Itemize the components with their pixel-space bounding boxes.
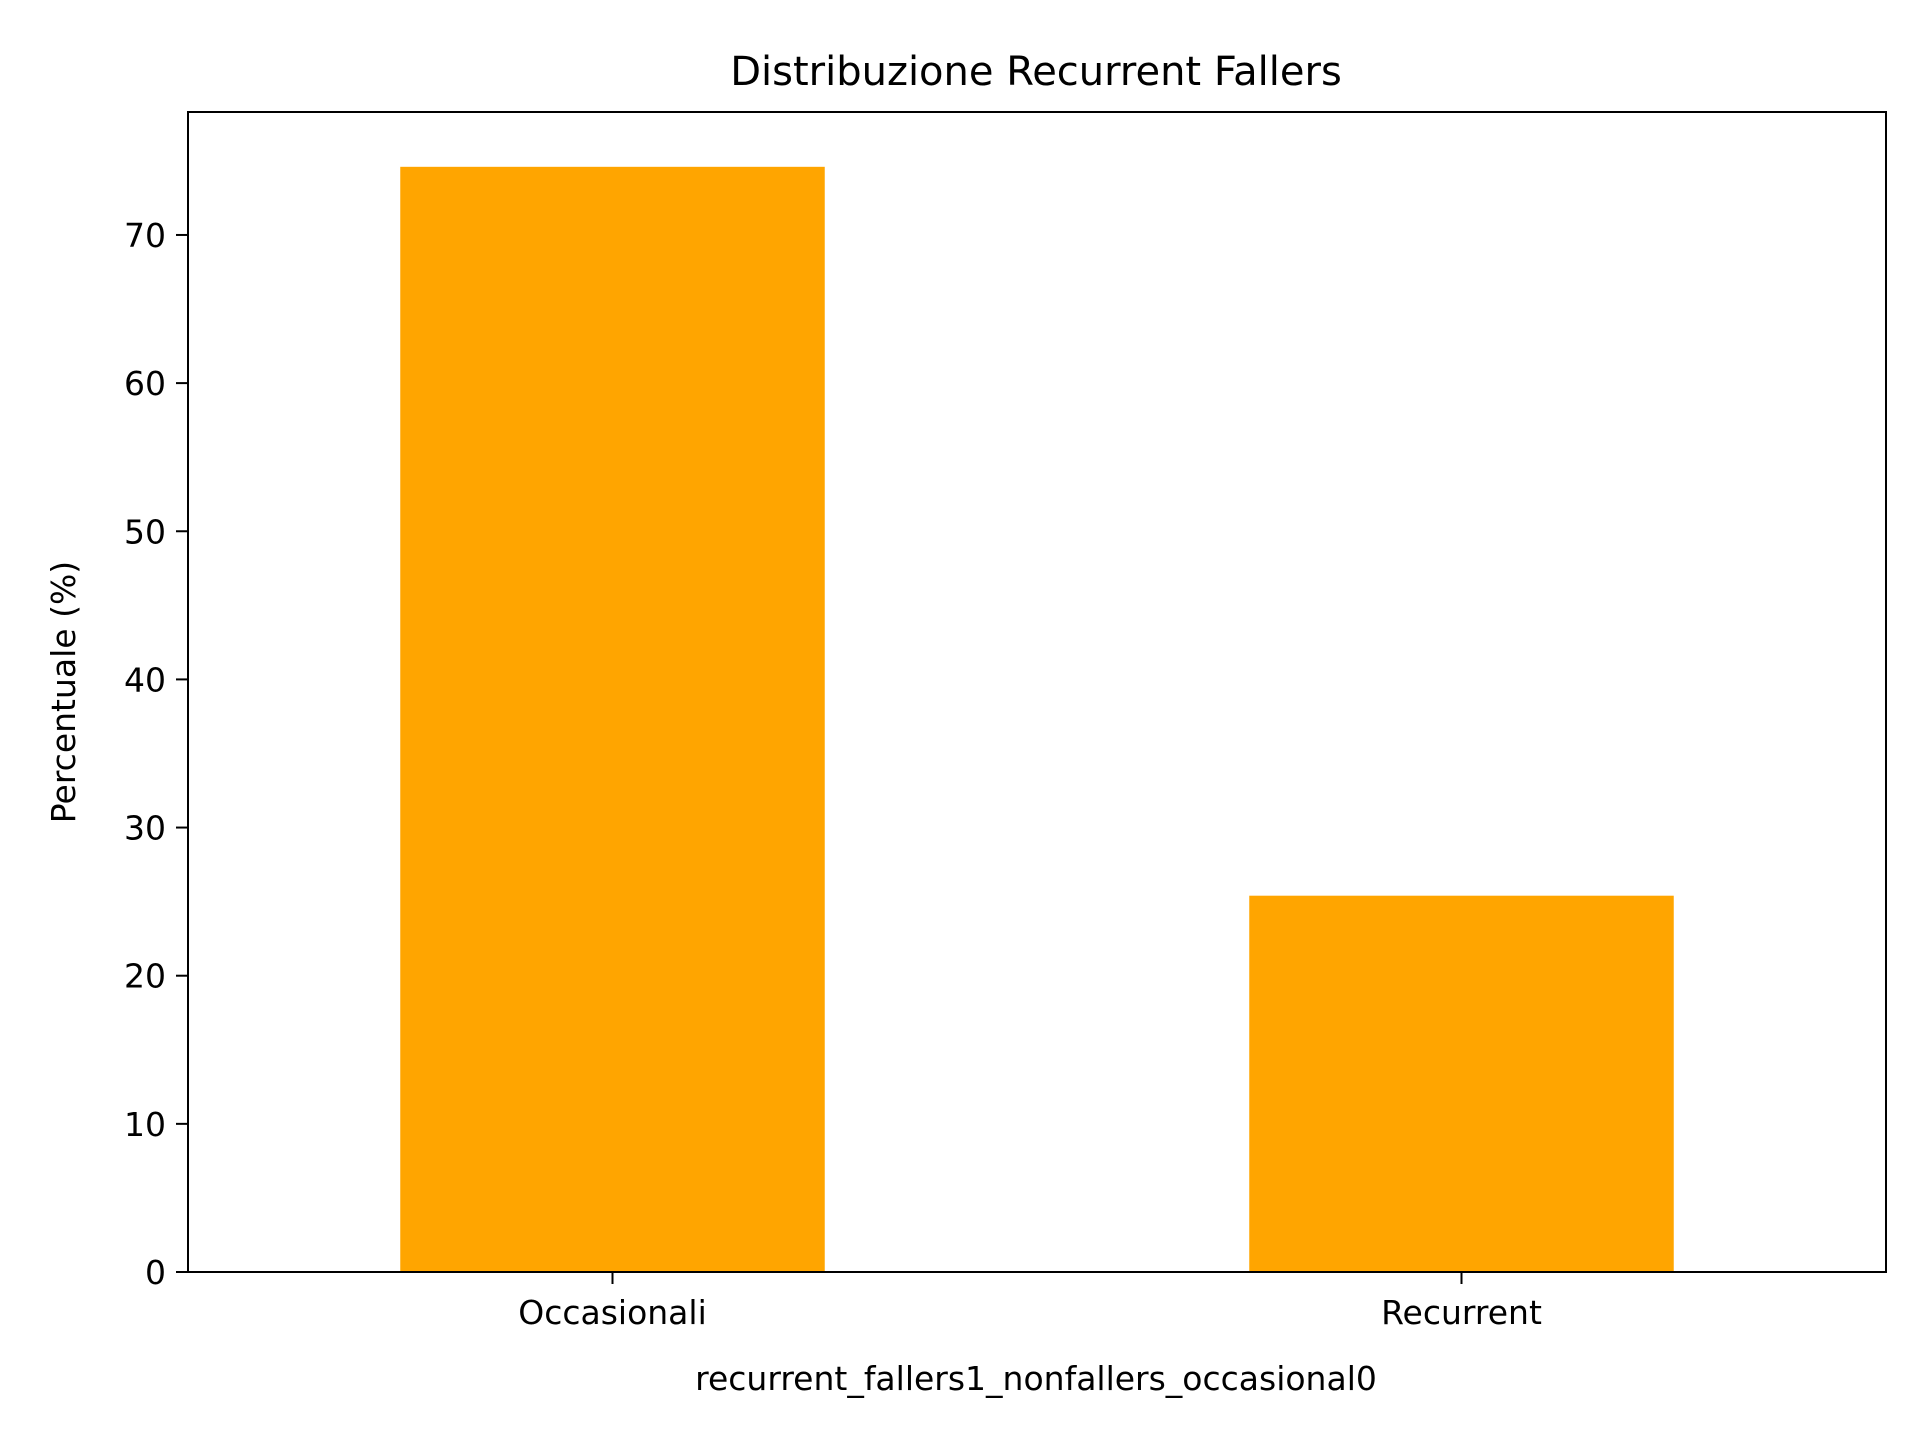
chart-title: Distribuzione Recurrent Fallers [730,49,1342,95]
plot-frame [187,111,1887,1273]
y-tick-label: 10 [124,1105,166,1144]
y-tick-label: 50 [124,512,166,551]
x-axis: Occasionali Recurrent [518,1272,1542,1332]
bars-layer [400,166,1674,1272]
bar-occasionali [400,166,825,1272]
x-tick-label: Recurrent [1381,1293,1542,1332]
y-axis-label: Percentuale (%) [44,561,83,823]
y-tick-label: 70 [124,216,166,255]
y-tick-label: 60 [124,364,166,403]
x-tick-label: Occasionali [518,1293,707,1332]
y-tick-label: 30 [124,809,166,848]
y-tick-label: 0 [145,1253,166,1292]
y-tick-label: 40 [124,660,166,699]
y-tick-label: 20 [124,957,166,996]
x-axis-label: recurrent_fallers1_nonfallers_occasional… [695,1359,1377,1398]
bar-recurrent [1249,895,1674,1272]
y-axis: 0 10 20 30 40 50 60 70 [124,216,188,1292]
